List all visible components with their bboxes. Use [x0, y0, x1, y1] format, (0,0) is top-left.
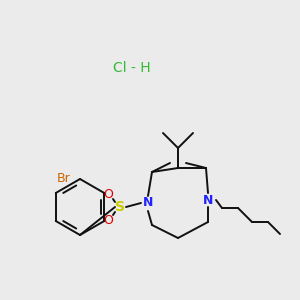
- Text: O: O: [103, 188, 113, 200]
- Text: Br: Br: [56, 172, 70, 185]
- Text: Cl - H: Cl - H: [113, 61, 151, 75]
- Text: N: N: [143, 196, 153, 209]
- Text: O: O: [103, 214, 113, 226]
- Text: S: S: [115, 200, 125, 214]
- Text: N: N: [203, 194, 213, 206]
